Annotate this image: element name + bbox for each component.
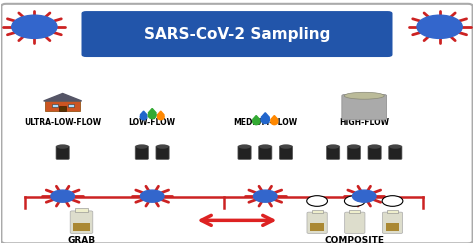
Circle shape [345,196,365,206]
Text: MEDIUM-FLOW: MEDIUM-FLOW [233,118,297,126]
Circle shape [51,190,74,202]
Bar [349,210,360,213]
Circle shape [12,15,57,38]
FancyBboxPatch shape [383,212,402,233]
Bar [75,208,88,212]
FancyBboxPatch shape [135,146,148,159]
Ellipse shape [260,145,271,148]
FancyBboxPatch shape [1,4,473,243]
Circle shape [140,190,164,202]
Bar [45,101,80,112]
FancyBboxPatch shape [345,212,365,233]
FancyBboxPatch shape [70,211,93,233]
Text: GRAB: GRAB [67,236,96,245]
Text: SARS-CoV-2 Sampling: SARS-CoV-2 Sampling [144,27,330,42]
Polygon shape [140,111,147,115]
FancyBboxPatch shape [327,146,340,159]
Ellipse shape [328,145,338,148]
FancyBboxPatch shape [279,146,292,159]
Circle shape [353,190,376,202]
Ellipse shape [281,145,291,148]
Bar [387,210,398,213]
Text: ULTRA-LOW-FLOW: ULTRA-LOW-FLOW [24,118,101,126]
Ellipse shape [157,145,168,148]
Ellipse shape [57,145,68,148]
FancyBboxPatch shape [347,146,360,159]
Ellipse shape [239,145,250,148]
Text: LOW-FLOW: LOW-FLOW [128,118,176,126]
Ellipse shape [344,92,384,99]
FancyBboxPatch shape [56,146,69,159]
Bar [73,223,90,231]
Ellipse shape [137,145,147,148]
Circle shape [254,190,277,202]
FancyBboxPatch shape [307,212,327,233]
Polygon shape [271,116,278,120]
Ellipse shape [261,116,270,124]
Ellipse shape [349,145,359,148]
FancyBboxPatch shape [368,146,381,159]
FancyBboxPatch shape [389,146,402,159]
Polygon shape [157,111,164,115]
Polygon shape [44,93,82,101]
FancyBboxPatch shape [156,146,169,159]
FancyBboxPatch shape [342,94,387,120]
Polygon shape [261,113,270,118]
Ellipse shape [369,145,380,148]
Polygon shape [253,116,260,120]
Ellipse shape [157,114,164,120]
Ellipse shape [390,145,401,148]
FancyBboxPatch shape [259,146,272,159]
Ellipse shape [271,118,278,125]
Ellipse shape [140,114,147,120]
Bar [68,104,74,107]
Polygon shape [148,108,156,113]
Circle shape [307,196,328,206]
Bar [386,223,399,231]
Bar [311,210,323,213]
FancyBboxPatch shape [238,146,251,159]
Bar [348,223,362,231]
Ellipse shape [253,118,260,125]
Circle shape [417,15,462,38]
Bar [59,106,66,112]
Bar [310,223,324,231]
Text: COMPOSITE: COMPOSITE [325,236,385,245]
Bar [52,104,58,107]
Circle shape [382,196,403,206]
Ellipse shape [148,111,156,119]
Text: HIGH-FLOW: HIGH-FLOW [339,118,389,126]
FancyBboxPatch shape [82,11,392,57]
